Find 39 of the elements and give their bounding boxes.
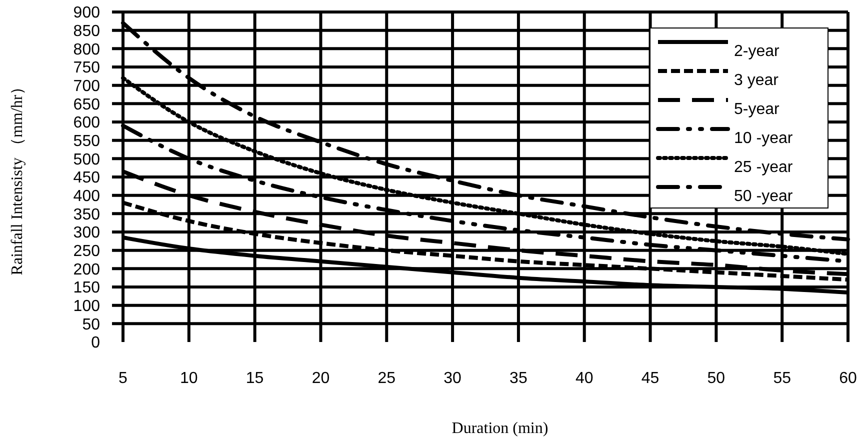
y-tick-label: 750 — [73, 60, 100, 77]
y-tick-label: 850 — [73, 22, 100, 40]
x-tick-label: 10 — [180, 370, 198, 387]
y-tick-label: 800 — [73, 41, 100, 58]
x-tick-label: 55 — [773, 370, 792, 387]
x-tick-label: 40 — [575, 370, 594, 387]
y-tick-label: 500 — [73, 151, 100, 168]
y-tick-label: 650 — [73, 96, 100, 114]
y-tick-label: 0 — [91, 334, 100, 352]
x-tick-label: 45 — [641, 370, 660, 387]
x-axis-title: Duration (min) — [452, 420, 548, 437]
y-tick-label: 700 — [73, 78, 100, 95]
x-tick-label: 35 — [510, 370, 528, 387]
y-axis-title: Rainfall Intensisty （mm/hr） — [9, 78, 26, 276]
y-tick-label: 550 — [73, 132, 100, 150]
legend-label: 10 -year — [734, 130, 794, 147]
y-tick-label: 600 — [73, 114, 100, 132]
x-tick-label: 5 — [118, 370, 128, 387]
legend-label: 2-year — [734, 43, 780, 60]
legend-label: 50 -year — [734, 188, 794, 205]
x-tick-label: 20 — [312, 370, 330, 387]
y-tick-label: 400 — [73, 188, 100, 205]
x-tick-label: 15 — [246, 370, 264, 387]
x-tick-label: 25 — [378, 370, 396, 387]
y-tick-label: 350 — [73, 206, 100, 224]
y-tick-label: 200 — [73, 261, 100, 278]
x-tick-label: 50 — [707, 370, 726, 387]
y-tick-label: 450 — [73, 170, 100, 187]
y-tick-label: 900 — [73, 4, 100, 22]
legend-label: 3 year — [734, 72, 780, 89]
legend-label: 25 -year — [734, 159, 794, 176]
legend-label: 5-year — [734, 101, 780, 118]
y-tick-label: 150 — [73, 280, 100, 297]
y-tick-label: 300 — [73, 224, 100, 242]
y-tick-label: 100 — [73, 298, 100, 315]
y-tick-label: 250 — [73, 242, 100, 260]
y-tick-label: 50 — [82, 316, 100, 334]
x-tick-label: 30 — [444, 370, 462, 387]
x-tick-label: 60 — [839, 370, 857, 387]
